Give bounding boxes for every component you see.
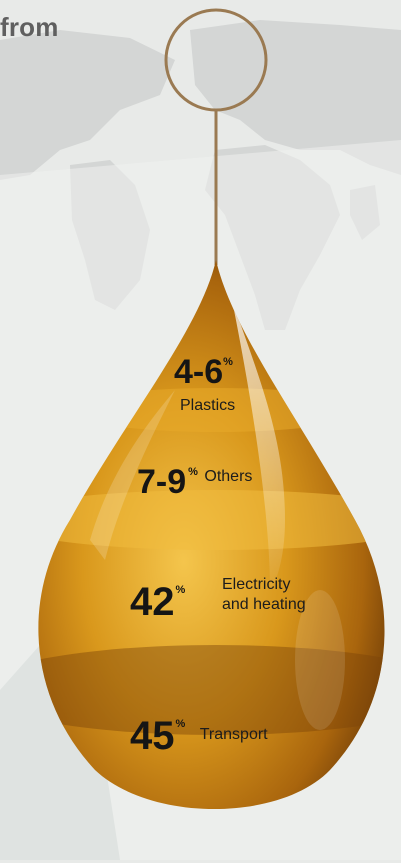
page-heading: from — [0, 12, 59, 42]
plastics-percent: % — [223, 356, 233, 368]
transport-value: 45 — [130, 714, 175, 758]
plastics-label: Plastics — [180, 397, 236, 414]
transport-label: Transport — [199, 726, 268, 743]
segment-plastics: 4-6% — [174, 353, 233, 392]
segment-others: 7-9% Others — [137, 463, 252, 502]
electricity-percent: % — [175, 584, 186, 596]
segment-electricity: 42% — [130, 580, 185, 625]
electricity-value: 42 — [130, 580, 175, 624]
band-others — [38, 490, 385, 550]
band-electricity — [38, 645, 385, 735]
transport-percent: % — [175, 718, 186, 730]
drop-highlight — [232, 300, 285, 590]
oil-drop-icon — [38, 260, 385, 809]
electricity-label-line2: and heating — [222, 596, 306, 613]
others-value: 7-9 — [137, 463, 187, 501]
others-percent: % — [188, 466, 198, 478]
electricity-label-line1: Electricity — [222, 576, 291, 593]
plastics-value: 4-6 — [174, 353, 224, 391]
others-label: Others — [204, 468, 253, 485]
segment-transport: 45% Transport — [130, 714, 268, 759]
